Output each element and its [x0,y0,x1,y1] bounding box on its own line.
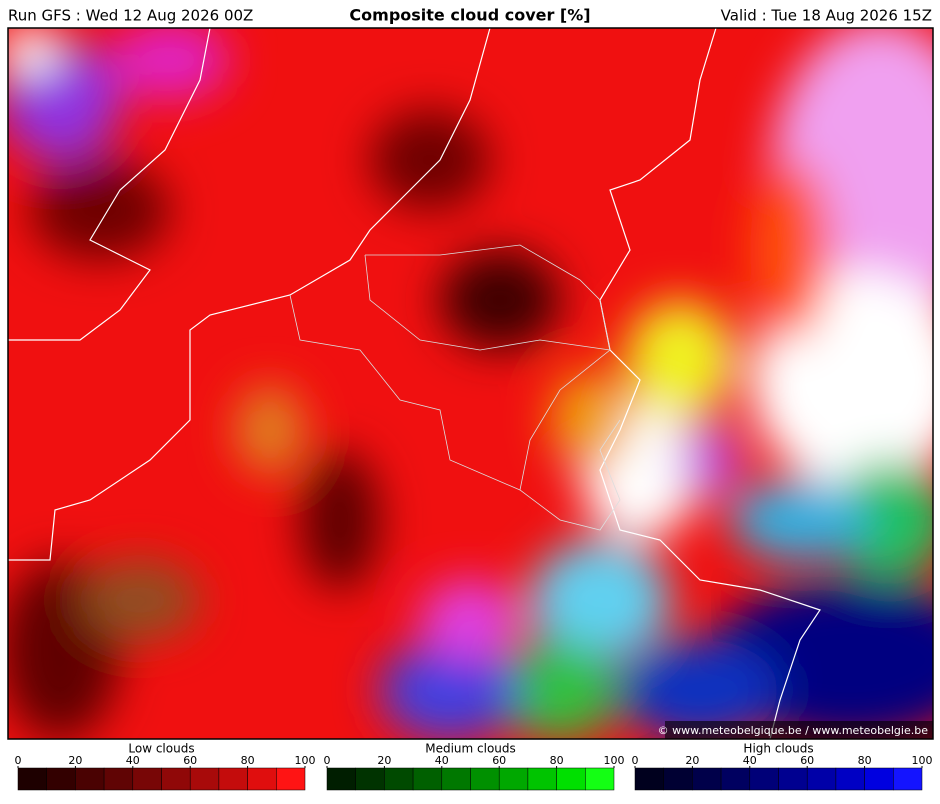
legend-tick-label: 0 [324,754,331,767]
legend-swatch [470,767,500,791]
legend-tick-label: 40 [743,754,757,767]
legend-swatch [412,767,443,791]
legend-swatch [749,767,779,791]
legend-swatch [720,767,751,791]
legend-swatch [835,767,865,791]
legend-tick-label: 20 [68,754,82,767]
legend-tick-label: 60 [183,754,197,767]
legend-swatch [556,767,586,791]
legend-swatch [585,767,615,791]
legend-swatch [189,767,220,791]
legend-tick-label: 80 [241,754,255,767]
legend-tick-label: 60 [800,754,814,767]
legend-swatch [692,767,722,791]
legend-title: High clouds [743,742,813,756]
legend-swatch [778,767,808,791]
coastlines [8,28,821,739]
legend-swatch [634,767,664,791]
legend-swatch [17,767,47,791]
map-frame [7,27,934,740]
legend-swatch [864,767,894,791]
legend-swatch [355,767,385,791]
credit: © www.meteobelgique.be / www.meteobelgie… [658,724,929,737]
legend-tick-label: 20 [377,754,391,767]
legend-title: Medium clouds [425,742,516,756]
cloud-field: © www.meteobelgique.be / www.meteobelgie… [8,28,933,739]
legend-swatch [218,767,248,791]
legend-tick-label: 0 [15,754,22,767]
legend-swatch [161,767,191,791]
legend-tick-label: 20 [685,754,699,767]
legend-swatch [498,767,529,791]
legend-swatch [527,767,557,791]
legend-swatch [806,767,837,791]
legends: Low clouds 0 20 40 60 80 100 Medium clouds 0 20 40… [15,742,933,791]
legend-swatch [663,767,693,791]
legend-tick-label: 60 [492,754,506,767]
legend-swatch [441,767,471,791]
legend-swatch [326,767,356,791]
legend-swatch [132,767,162,791]
valid-label: Valid : Tue 18 Aug 2026 15Z [721,7,932,25]
legend-swatch [75,767,105,791]
legend-tick-label: 80 [858,754,872,767]
legend-title: Low clouds [128,742,194,756]
legend-tick-label: 40 [435,754,449,767]
map-title: Composite cloud cover [%] [349,6,590,25]
legend-swatch [276,767,306,791]
legend-tick-label: 40 [126,754,140,767]
borders [289,244,621,531]
run-label: Run GFS : Wed 12 Aug 2026 00Z [8,7,253,25]
legend-tick-label: 100 [912,754,933,767]
legend-swatch [247,767,277,791]
legend-swatch [384,767,414,791]
legend-tick-label: 0 [632,754,639,767]
legend-tick-label: 100 [295,754,316,767]
legend-swatch [893,767,923,791]
legend-swatch [46,767,76,791]
legend-swatch [103,767,134,791]
legend-tick-label: 100 [604,754,625,767]
legend-tick-label: 80 [550,754,564,767]
